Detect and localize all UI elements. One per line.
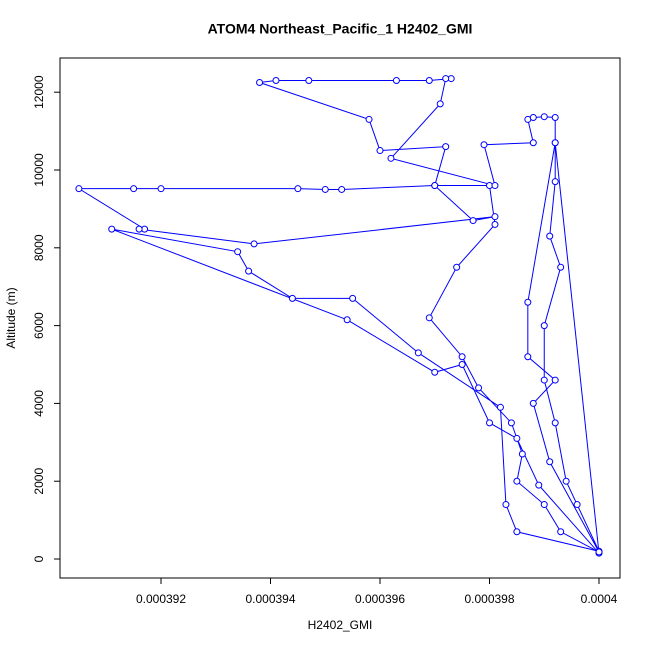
x-tick-label: 0.000394 (245, 592, 295, 606)
point (491, 213, 499, 221)
point (573, 501, 581, 509)
point (562, 477, 570, 485)
point (546, 232, 554, 240)
point (546, 458, 554, 466)
point (551, 113, 559, 121)
point (425, 314, 433, 322)
point (256, 78, 264, 86)
point (595, 548, 603, 556)
y-tick-label: 4000 (32, 390, 46, 417)
point (486, 419, 494, 427)
point (491, 220, 499, 228)
point (245, 267, 253, 275)
plot-frame (59, 57, 621, 579)
y-tick-label: 6000 (32, 312, 46, 339)
point (557, 263, 565, 271)
point (338, 185, 346, 193)
point (321, 185, 329, 193)
point (513, 434, 521, 442)
x-tick-label: 0.000392 (136, 592, 186, 606)
point (551, 178, 559, 186)
point (540, 376, 548, 384)
point (557, 528, 565, 536)
point (529, 399, 537, 407)
point (540, 322, 548, 330)
point (250, 240, 258, 248)
x-axis-label: H2402_GMI (308, 618, 373, 632)
point (414, 349, 422, 357)
point (507, 419, 515, 427)
x-tick-label: 0.000396 (355, 592, 405, 606)
x-tick-label: 0.000398 (464, 592, 514, 606)
point (272, 77, 280, 85)
point (157, 185, 165, 193)
point (518, 450, 526, 458)
point (513, 477, 521, 485)
point (491, 182, 499, 190)
point (529, 113, 537, 121)
y-tick-label: 8000 (32, 234, 46, 261)
point (343, 316, 351, 324)
point (524, 298, 532, 306)
point (513, 528, 521, 536)
point (376, 147, 384, 155)
point (458, 361, 466, 369)
point (524, 353, 532, 361)
point (496, 403, 504, 411)
point (458, 353, 466, 361)
y-tick-label: 12000 (32, 75, 46, 109)
y-tick-label: 10000 (32, 153, 46, 187)
point (436, 100, 444, 108)
point (442, 75, 450, 83)
point (305, 77, 313, 85)
point (392, 77, 400, 85)
point (540, 501, 548, 509)
point (387, 154, 395, 162)
point (442, 143, 450, 151)
point (234, 248, 242, 256)
point (365, 115, 373, 123)
point (540, 113, 548, 121)
point (288, 294, 296, 302)
point (551, 376, 559, 384)
point (529, 139, 537, 147)
point (294, 185, 302, 193)
point (431, 368, 439, 376)
point (475, 384, 483, 392)
y-axis-label: Altitude (m) (4, 287, 18, 348)
x-tick-label: 0.0004 (581, 592, 618, 606)
point (130, 185, 138, 193)
point (108, 225, 116, 233)
point (453, 263, 461, 271)
point (502, 501, 510, 509)
y-tick-label: 2000 (32, 468, 46, 495)
point (349, 294, 357, 302)
point (480, 141, 488, 149)
point (75, 185, 83, 193)
chart-title: ATOM4 Northeast_Pacific_1 H2402_GMI (208, 21, 473, 37)
point (431, 182, 439, 190)
point (535, 481, 543, 489)
point (425, 77, 433, 85)
point (469, 217, 477, 225)
point (551, 139, 559, 147)
point (135, 225, 143, 233)
point (551, 419, 559, 427)
y-tick-label: 0 (32, 555, 46, 562)
